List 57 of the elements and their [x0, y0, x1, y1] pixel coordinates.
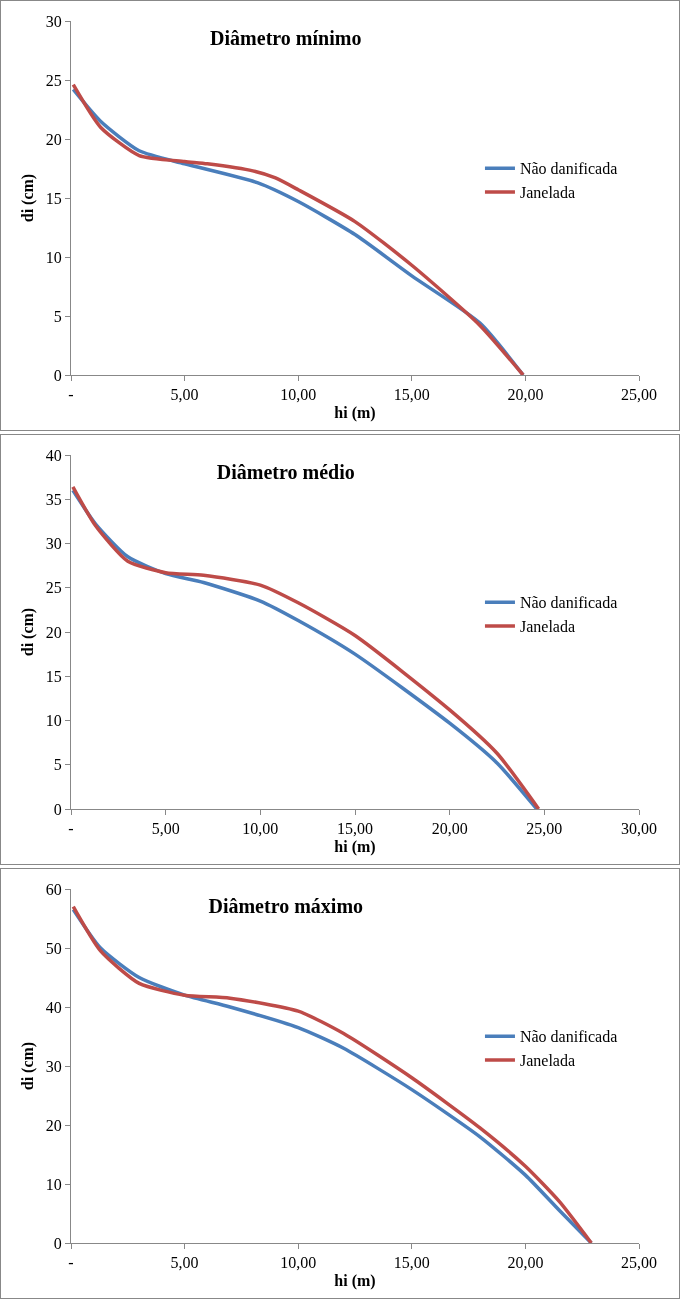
x-tick-label: 10,00: [280, 1254, 317, 1272]
y-tick-label: 15: [45, 667, 62, 685]
y-tick-label: 5: [53, 307, 62, 325]
y-tick-label: 10: [45, 712, 62, 730]
x-axis-title: hi (m): [334, 403, 376, 422]
x-tick-label: 5,00: [170, 1254, 199, 1272]
legend-label: Não danificada: [519, 160, 618, 178]
x-tick-label: 10,00: [280, 386, 317, 404]
y-tick-label: 0: [53, 800, 62, 818]
legend-label: Janelada: [519, 618, 576, 636]
y-tick-label: 40: [45, 998, 62, 1016]
y-tick-label: 35: [45, 490, 62, 508]
x-tick-label: -: [68, 386, 74, 404]
y-axis-title: di (cm): [18, 607, 37, 657]
y-tick-label: 10: [45, 248, 62, 266]
y-tick-label: 15: [45, 189, 62, 207]
y-tick-label: 0: [53, 1234, 62, 1252]
y-tick-label: 60: [45, 880, 62, 898]
y-axis-title: di (cm): [18, 1041, 37, 1091]
x-tick-label: 15,00: [337, 820, 373, 838]
chart-title: Diâmetro mínimo: [210, 27, 362, 50]
y-axis-title: di (cm): [18, 173, 37, 223]
y-tick-label: 30: [45, 1057, 62, 1075]
y-tick-label: 25: [45, 579, 62, 597]
y-tick-label: 40: [45, 446, 62, 464]
x-tick-label: 25,00: [621, 386, 657, 404]
x-tick-label: 15,00: [393, 1254, 430, 1272]
y-tick-label: 20: [45, 623, 62, 641]
x-tick-label: 5,00: [151, 820, 180, 838]
legend-label: Não danificada: [519, 1028, 618, 1046]
x-tick-label: 20,00: [507, 1254, 544, 1272]
y-tick-label: 10: [45, 1175, 62, 1193]
legend-label: Janelada: [519, 184, 576, 202]
x-tick-label: 25,00: [526, 820, 563, 838]
legend-label: Janelada: [519, 1052, 576, 1070]
x-tick-label: 15,00: [393, 386, 430, 404]
chart-title: Diâmetro médio: [216, 461, 355, 484]
y-tick-label: 25: [45, 71, 62, 89]
x-tick-label: -: [68, 1254, 74, 1272]
x-tick-label: 25,00: [621, 1254, 657, 1272]
x-tick-label: 5,00: [170, 386, 199, 404]
x-tick-label: -: [68, 820, 74, 838]
x-tick-label: 20,00: [507, 386, 544, 404]
x-axis-title: hi (m): [334, 1271, 376, 1290]
y-tick-label: 20: [45, 130, 62, 148]
y-tick-label: 20: [45, 1116, 62, 1134]
y-tick-label: 0: [53, 366, 62, 384]
x-tick-label: 10,00: [242, 820, 279, 838]
legend-label: Não danificada: [519, 594, 618, 612]
chart-title: Diâmetro máximo: [208, 895, 364, 918]
x-tick-label: 20,00: [431, 820, 468, 838]
y-tick-label: 5: [53, 756, 62, 774]
y-tick-label: 50: [45, 939, 62, 957]
x-axis-title: hi (m): [334, 837, 376, 856]
y-tick-label: 30: [45, 535, 62, 553]
y-tick-label: 30: [45, 12, 62, 30]
x-tick-label: 30,00: [621, 820, 657, 838]
